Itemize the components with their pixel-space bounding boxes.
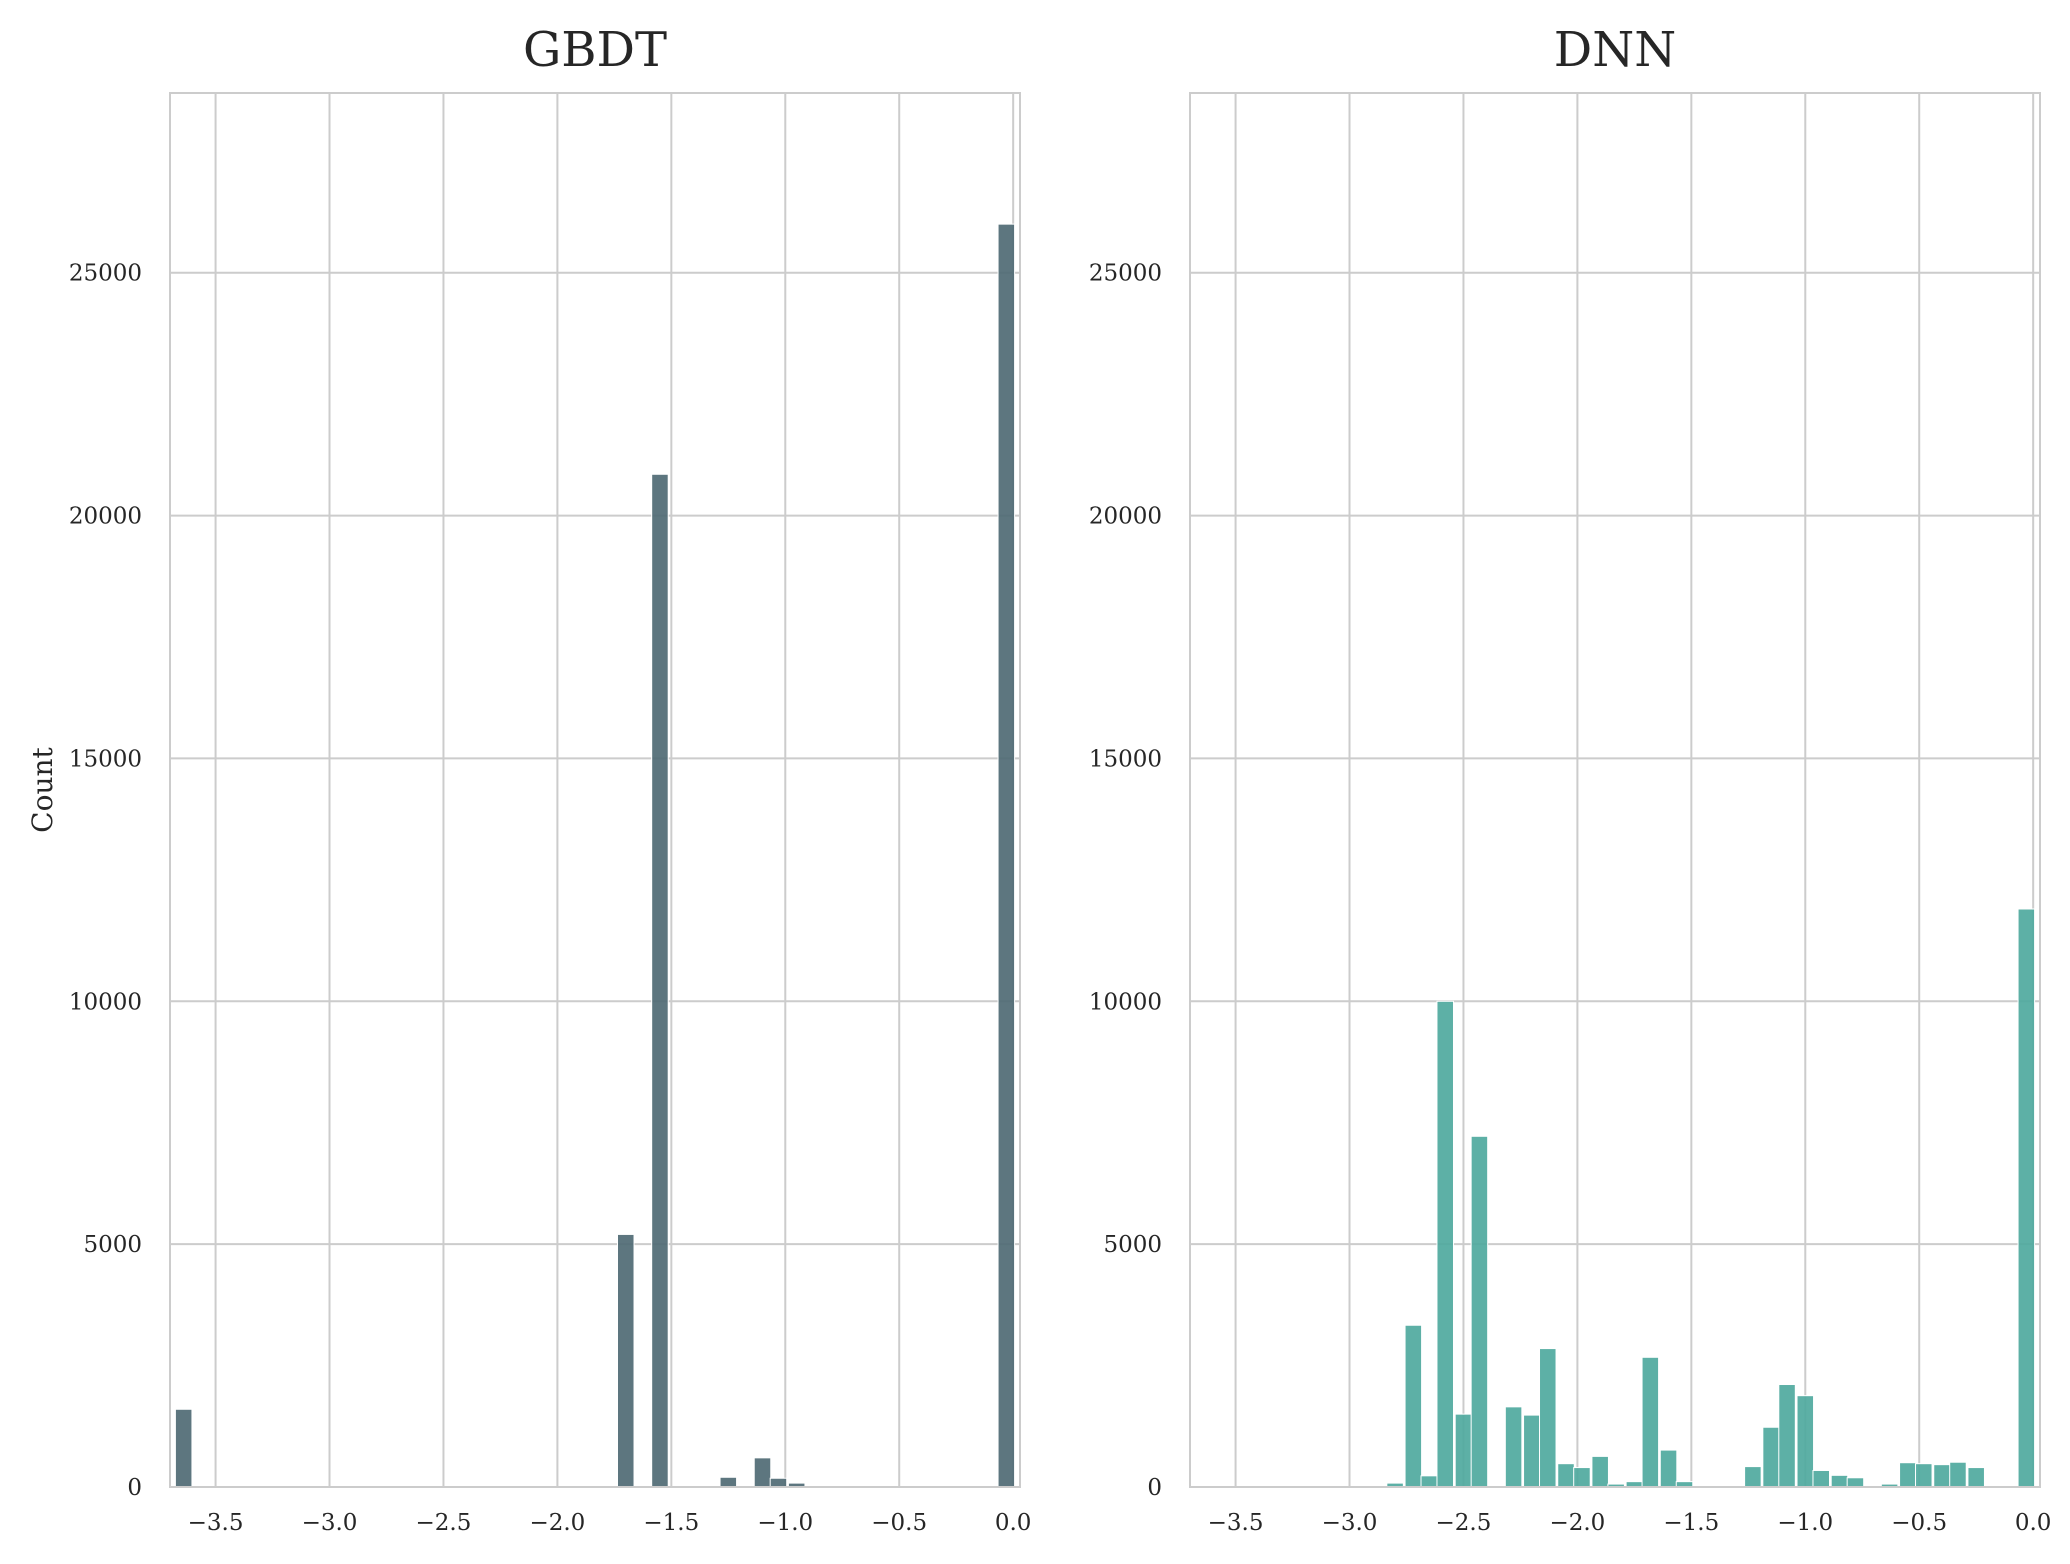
histogram-bar: [1967, 1467, 1985, 1488]
chart-title: DNN: [1554, 22, 1676, 78]
histogram-bar: [719, 1476, 738, 1488]
chart-panel-2: −3.5 −3.0 −2.5 −2.0 −1.5 −1.0 −0.5 0.0 0 5000 1000…: [1089, 22, 2052, 1536]
histogram-bar: [1915, 1463, 1933, 1488]
y-tick-label: 5000: [83, 1232, 142, 1258]
chart-title: GBDT: [523, 22, 667, 78]
histogram-bar: [769, 1477, 788, 1488]
x-tick-label: −1.5: [1663, 1510, 1719, 1536]
x-tick-label: −2.5: [416, 1510, 472, 1536]
histogram-bar: [1796, 1395, 1815, 1488]
histogram-bar: [174, 1408, 193, 1488]
axes-frame: [169, 92, 1021, 1488]
x-tick-label: −2.5: [1436, 1510, 1492, 1536]
x-tick-label: −2.0: [1549, 1510, 1605, 1536]
axes-frame: [1189, 92, 2041, 1488]
histogram-bar: [1744, 1466, 1762, 1488]
histogram-bar: [1504, 1406, 1523, 1488]
y-tick-label: 25000: [69, 261, 142, 287]
histogram-bar: [1812, 1469, 1830, 1488]
histogram-bar: [997, 223, 1016, 1488]
x-tick-label: −0.5: [871, 1510, 927, 1536]
y-tick-label: 10000: [69, 989, 142, 1015]
histogram-bar: [1436, 1000, 1454, 1488]
x-tick-label: −1.0: [1777, 1510, 1833, 1536]
histogram-bar: [1949, 1461, 1967, 1488]
histogram-bar: [1454, 1413, 1473, 1488]
histogram-bar: [1778, 1384, 1796, 1488]
histogram-bar: [1420, 1475, 1439, 1488]
histogram-bar: [2017, 908, 2036, 1488]
y-tick-label: 15000: [1089, 746, 1162, 772]
histogram-bar: [1470, 1135, 1489, 1488]
histogram-bar: [1573, 1467, 1591, 1488]
x-tick-label: −3.0: [1322, 1510, 1378, 1536]
x-tick-label: −3.5: [1208, 1510, 1264, 1536]
x-tick-label: −3.0: [302, 1510, 358, 1536]
x-tick-label: −1.0: [757, 1510, 813, 1536]
histogram-bar: [1523, 1414, 1541, 1488]
histogram-bar: [1830, 1474, 1849, 1488]
x-tick-label: −3.5: [188, 1510, 244, 1536]
histogram-bar: [1641, 1356, 1660, 1488]
histogram-bar: [1899, 1462, 1917, 1488]
y-tick-label: 0: [127, 1475, 142, 1501]
histogram-bar: [753, 1457, 772, 1488]
histogram-bar: [1659, 1449, 1678, 1488]
histogram-bar: [1591, 1455, 1609, 1488]
y-tick-label: 15000: [69, 746, 142, 772]
y-axis-label: Count: [26, 746, 59, 832]
y-tick-label: 25000: [1089, 261, 1162, 287]
y-tick-label: 20000: [69, 504, 142, 530]
x-tick-label: 0.0: [995, 1510, 1032, 1536]
y-tick-label: 20000: [1089, 504, 1162, 530]
y-tick-label: 0: [1147, 1475, 1162, 1501]
histogram-bar: [1762, 1426, 1780, 1488]
histogram-bar: [1933, 1464, 1951, 1488]
histogram-bar: [617, 1233, 635, 1488]
histogram-bar: [1539, 1348, 1557, 1488]
x-tick-label: −2.0: [529, 1510, 585, 1536]
x-tick-label: −1.5: [643, 1510, 699, 1536]
histogram-bar: [1404, 1324, 1423, 1488]
x-tick-label: 0.0: [2015, 1510, 2052, 1536]
x-tick-label: −0.5: [1891, 1510, 1947, 1536]
histogram-bar: [1846, 1477, 1865, 1488]
y-tick-label: 5000: [1103, 1232, 1162, 1258]
histogram-bar: [651, 473, 669, 1488]
histogram-bar: [1557, 1463, 1575, 1488]
chart-panel-1: −3.5 −3.0 −2.5 −2.0 −1.5 −1.0 −0.5 0.0 0 5000 1000…: [26, 22, 1031, 1536]
y-tick-label: 10000: [1089, 989, 1162, 1015]
